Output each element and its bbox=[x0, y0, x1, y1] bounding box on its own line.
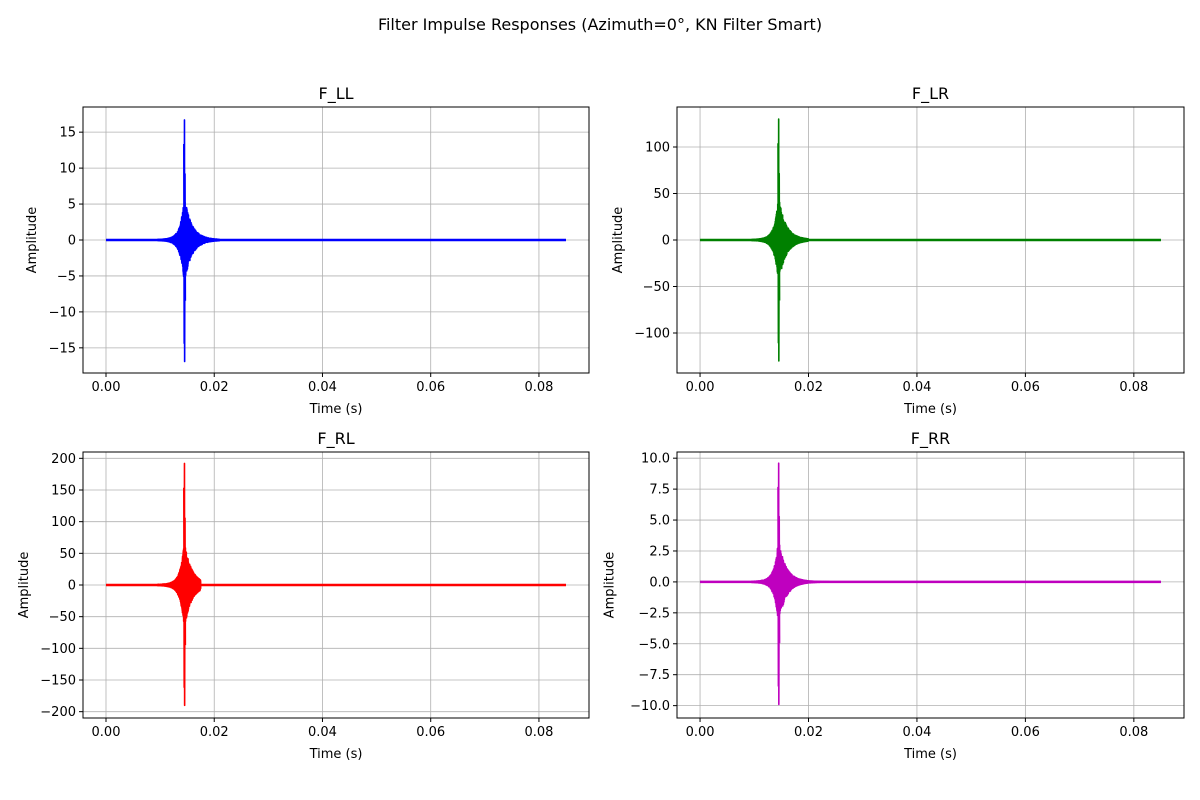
impulse-response-line bbox=[700, 462, 1161, 706]
x-axis-label: Time (s) bbox=[903, 402, 957, 417]
y-tick-label: 0.0 bbox=[649, 575, 670, 590]
subplot-f-ll: 0.00 0.02 0.04 0.06 0.08 −15 −10 −5 0 5 10 15 F_LL Ti… bbox=[25, 84, 590, 417]
y-tick-label: 5 bbox=[68, 198, 76, 213]
figure-suptitle: Filter Impulse Responses (Azimuth=0°, KN… bbox=[378, 15, 822, 34]
x-axis-label: Time (s) bbox=[309, 402, 363, 417]
x-tick-label: 0.02 bbox=[200, 725, 229, 740]
y-tick-label: 0 bbox=[68, 234, 76, 249]
y-tick-label: −200 bbox=[40, 705, 76, 720]
y-tick-label: 50 bbox=[653, 187, 670, 202]
x-tick-label: 0.08 bbox=[524, 380, 553, 395]
y-tick-label: 50 bbox=[59, 547, 76, 562]
y-tick-label: 7.5 bbox=[649, 483, 670, 498]
y-tick-label: −100 bbox=[40, 642, 76, 657]
x-tick-label: 0.06 bbox=[416, 380, 445, 395]
x-tick-label: 0.04 bbox=[308, 380, 337, 395]
x-tick-label: 0.00 bbox=[92, 725, 121, 740]
subplot-f-lr: 0.00 0.02 0.04 0.06 0.08 −100 −50 0 50 100 F_LR Tim… bbox=[611, 84, 1185, 417]
trace-group bbox=[106, 119, 566, 363]
x-tick-label: 0.08 bbox=[524, 725, 553, 740]
x-tick-label: 0.04 bbox=[308, 725, 337, 740]
x-tick-label: 0.00 bbox=[686, 380, 715, 395]
y-axis-label: Amplitude bbox=[611, 207, 626, 274]
x-tick-label: 0.00 bbox=[92, 380, 121, 395]
y-tick-label: 0 bbox=[68, 579, 76, 594]
y-tick-label: −10.0 bbox=[630, 699, 670, 714]
x-tick-label: 0.08 bbox=[1119, 725, 1148, 740]
x-tick-label: 0.08 bbox=[1119, 380, 1148, 395]
x-tick-label: 0.02 bbox=[200, 380, 229, 395]
subplot-title: F_RL bbox=[317, 429, 354, 449]
y-tick-label: −50 bbox=[49, 610, 76, 625]
axes-frame bbox=[676, 451, 1185, 719]
subplot-f-rr: 0.00 0.02 0.04 0.06 0.08 −10.0 −7.5 −5.0 −2.5 0.0… bbox=[603, 429, 1185, 762]
subplot-title: F_RR bbox=[911, 429, 950, 449]
x-tick-label: 0.06 bbox=[1011, 380, 1040, 395]
y-tick-label: 5.0 bbox=[649, 514, 670, 529]
x-axis-label: Time (s) bbox=[903, 747, 957, 762]
x-tick-label: 0.04 bbox=[902, 725, 931, 740]
subplot-title: F_LL bbox=[318, 84, 353, 104]
trace-group bbox=[700, 118, 1161, 362]
y-tick-label: 2.5 bbox=[649, 544, 670, 559]
x-axis-label: Time (s) bbox=[309, 747, 363, 762]
y-tick-label: 15 bbox=[59, 126, 76, 141]
y-tick-label: −5.0 bbox=[638, 637, 670, 652]
subplots: 0.00 0.02 0.04 0.06 0.08−15−10−5051015F_LLTi… bbox=[17, 84, 1185, 762]
x-tick-label: 0.04 bbox=[902, 380, 931, 395]
y-tick-label: −50 bbox=[643, 280, 670, 295]
x-tick-label: 0.06 bbox=[1011, 725, 1040, 740]
x-tick-label: 0.00 bbox=[686, 725, 715, 740]
y-tick-label: −5 bbox=[57, 269, 76, 284]
y-axis-label: Amplitude bbox=[17, 552, 32, 619]
y-tick-label: −2.5 bbox=[638, 606, 670, 621]
y-tick-label: −150 bbox=[40, 674, 76, 689]
y-tick-label: 100 bbox=[51, 515, 76, 530]
y-tick-label: 100 bbox=[645, 140, 670, 155]
y-tick-label: −10 bbox=[49, 305, 76, 320]
trace-group bbox=[106, 462, 566, 707]
y-tick-label: 150 bbox=[51, 484, 76, 499]
y-axis-label: Amplitude bbox=[603, 552, 618, 619]
y-tick-label: 200 bbox=[51, 452, 76, 467]
y-tick-label: 10 bbox=[59, 162, 76, 177]
y-tick-label: 10.0 bbox=[641, 452, 670, 467]
y-tick-label: −15 bbox=[49, 341, 76, 356]
y-tick-label: 0 bbox=[662, 234, 670, 249]
y-tick-label: −100 bbox=[634, 327, 670, 342]
trace-group bbox=[700, 462, 1161, 706]
subplot-title: F_LR bbox=[912, 84, 949, 104]
x-tick-label: 0.02 bbox=[794, 725, 823, 740]
y-axis-label: Amplitude bbox=[25, 207, 40, 274]
subplot-f-rl: 0.00 0.02 0.04 0.06 0.08 −200 −150 −100 −50 0 50 10… bbox=[17, 429, 590, 762]
x-tick-label: 0.02 bbox=[794, 380, 823, 395]
x-tick-label: 0.06 bbox=[416, 725, 445, 740]
y-tick-label: −7.5 bbox=[638, 668, 670, 683]
